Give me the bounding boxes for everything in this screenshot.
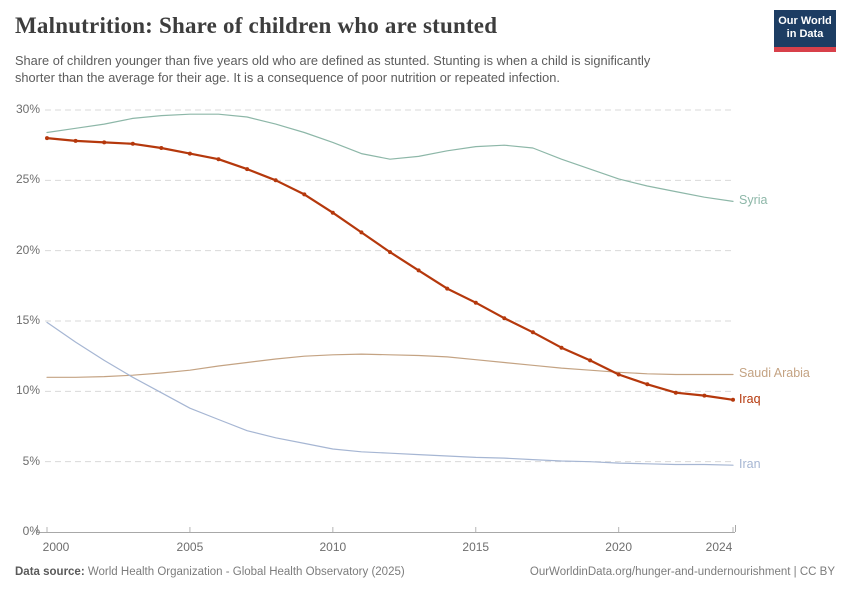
x-tick-2015: 2015 — [462, 540, 490, 554]
x-tick-2020: 2020 — [605, 540, 632, 554]
x-tick-2005: 2005 — [176, 540, 204, 554]
data-source: Data source: World Health Organization -… — [15, 566, 405, 578]
x-tick-2024: 2024 — [705, 540, 733, 554]
y-tick-25pct: 25% — [15, 172, 40, 187]
y-tick-10pct: 10% — [15, 383, 40, 398]
series-label-syria: Syria — [739, 193, 768, 208]
owid-logo[interactable]: Our World in Data — [774, 10, 836, 52]
y-tick-30pct: 30% — [15, 102, 40, 116]
data-source-text: World Health Organization - Global Healt… — [87, 566, 405, 578]
series-label-iraq: Iraq — [739, 391, 761, 406]
data-source-label: Data source: — [15, 566, 85, 578]
chart-subtitle: Share of children younger than five year… — [15, 52, 650, 86]
y-tick-20pct: 20% — [15, 242, 40, 257]
owid-logo-line-2: in Data — [786, 28, 824, 40]
subtitle-line-1: Share of children younger than five year… — [15, 53, 651, 68]
y-tick-15pct: 15% — [15, 313, 40, 327]
x-tick-2000: 2000 — [42, 540, 70, 554]
series-label-iran: Iran — [739, 457, 761, 472]
x-tick-2010: 2010 — [319, 540, 347, 554]
chart-title: Malnutrition: Share of children who are … — [15, 13, 498, 38]
y-tick-0pct: 0% — [22, 524, 40, 538]
footer: Data source: World Health Organization -… — [15, 566, 835, 578]
owid-logo-line-1: Our World — [778, 15, 832, 27]
y-tick-5pct: 5% — [22, 453, 40, 468]
series-label-saudi-arabia: Saudi Arabia — [739, 366, 810, 381]
footer-link[interactable]: OurWorldinData.org/hunger-and-undernouri… — [529, 566, 835, 578]
subtitle-line-2: shorter than the average for their age. … — [15, 70, 560, 85]
